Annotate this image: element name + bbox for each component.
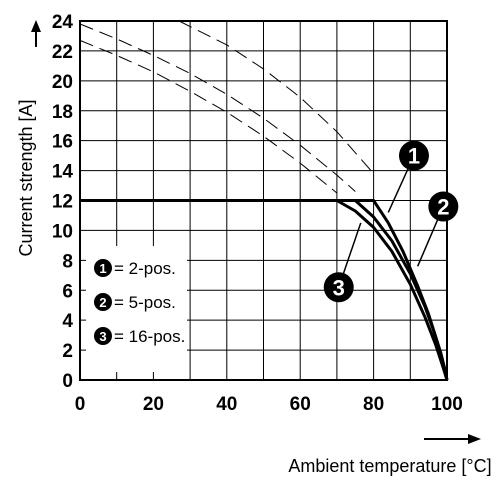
series-group: [79, 20, 449, 381]
dashed-reference-curve: [79, 39, 338, 194]
y-tick-label: 0: [62, 371, 73, 392]
callout-badge-3: [323, 272, 354, 303]
x-tick-label: 60: [290, 394, 311, 415]
x-tick-label: 80: [363, 394, 384, 415]
y-tick-label: 2: [62, 341, 73, 362]
legend-label: = 5-pos.: [114, 293, 176, 312]
y-tick-label: 20: [52, 72, 73, 93]
legend: 1 = 2-pos. 2 = 5-pos. 3 = 16-pos.: [86, 246, 187, 372]
y-tick-label: 12: [52, 192, 73, 213]
legend-marker-number: 1: [99, 261, 106, 276]
x-tick-label: 40: [216, 394, 237, 415]
legend-marker-1: [94, 259, 112, 277]
legend-marker-3: [94, 327, 112, 345]
series-line-2: [80, 199, 449, 381]
y-axis-arrow: [31, 20, 41, 47]
legend-marker-number: 2: [99, 295, 106, 310]
series-callouts: 12 3: [323, 140, 459, 303]
x-axis-arrow: [424, 434, 481, 444]
x-tick-label: 100: [431, 394, 463, 415]
series-line-3: [80, 199, 449, 381]
y-tick-label: 6: [62, 281, 73, 302]
legend-label: = 2-pos.: [114, 259, 176, 278]
x-axis-title: Ambient temperature [°C]: [288, 456, 491, 476]
x-tick-label: 0: [75, 394, 86, 415]
callout-badge-2: [428, 191, 459, 222]
y-tick-label: 8: [62, 251, 73, 272]
callout-badge-number: 2: [437, 194, 449, 219]
y-tick-label: 10: [52, 221, 73, 242]
y-tick-label: 18: [52, 102, 73, 123]
callout-badge-1: [398, 140, 429, 171]
y-tick-label: 14: [52, 162, 74, 183]
y-axis-title: Current strength [A]: [16, 99, 36, 256]
y-tick-label: 24: [52, 12, 74, 33]
y-tick-label: 22: [52, 42, 73, 63]
legend-marker-number: 3: [99, 329, 106, 344]
y-tick-label: 4: [62, 311, 73, 332]
dashed-reference-curve: [178, 20, 374, 174]
y-tick-label: 16: [52, 132, 73, 153]
callout-badge-number: 3: [333, 275, 345, 300]
legend-label: = 16-pos.: [114, 327, 185, 346]
x-tick-label: 20: [143, 394, 164, 415]
legend-marker-2: [94, 293, 112, 311]
dashed-reference-curve: [79, 23, 356, 192]
callout-badge-number: 1: [408, 144, 420, 169]
